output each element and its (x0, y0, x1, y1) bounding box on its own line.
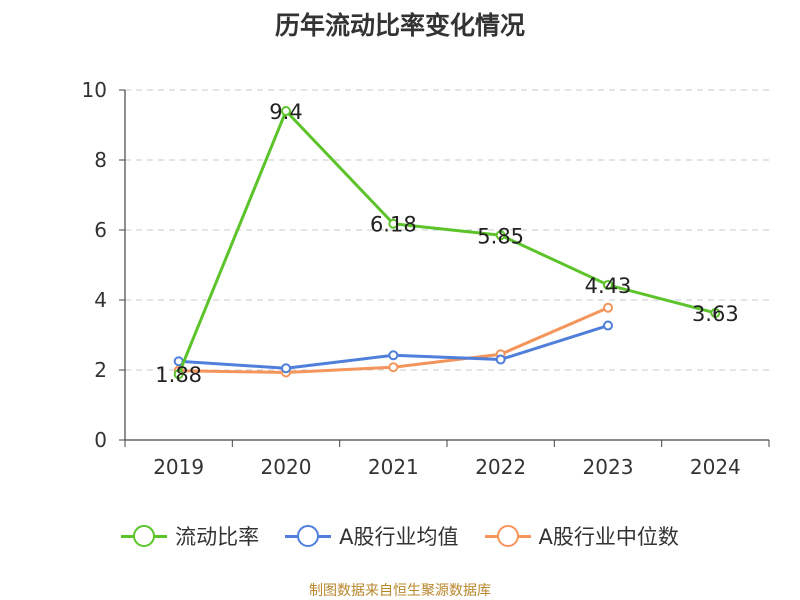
x-tick-label: 2019 (153, 455, 204, 479)
data-point (603, 320, 613, 331)
legend-label: A股行业中位数 (538, 525, 679, 549)
y-tick-label: 6 (94, 218, 107, 242)
data-point (603, 279, 613, 290)
y-tick-label: 10 (82, 78, 107, 102)
data-source-footer: 制图数据来自恒生聚源数据库 (309, 583, 491, 599)
data-label: 3.63 (692, 302, 739, 326)
data-label: 6.18 (370, 213, 417, 237)
data-label: 1.88 (155, 363, 202, 387)
legend-marker (297, 525, 320, 547)
data-label: 5.85 (477, 224, 524, 248)
data-point (281, 363, 291, 374)
y-tick-label: 4 (94, 288, 107, 312)
data-point (710, 307, 721, 318)
legend-line-circle-icon (121, 524, 168, 548)
data-label: 9.4 (269, 100, 302, 124)
legend-item-industry-mean[interactable]: A股行业均值 (285, 521, 459, 551)
data-point (388, 218, 399, 229)
data-label: 4.43 (585, 274, 632, 298)
series-line (177, 109, 716, 375)
data-point (281, 106, 291, 116)
y-tick-label: 2 (94, 358, 107, 382)
legend-line-circle-icon (484, 524, 531, 548)
data-point (603, 302, 613, 313)
legend-item-industry-median[interactable]: A股行业中位数 (484, 521, 679, 551)
legend-marker (133, 525, 156, 547)
legend-line-circle-icon (285, 524, 332, 548)
data-point (495, 354, 506, 365)
y-tick-label: 0 (94, 428, 107, 452)
series-line (178, 324, 609, 370)
legend-label: 流动比率 (175, 525, 260, 549)
legend-label: A股行业均值 (339, 525, 459, 549)
x-tick-label: 2020 (261, 455, 312, 479)
legend-item-current-ratio[interactable]: 流动比率 (121, 521, 259, 551)
y-tick-label: 8 (94, 148, 107, 172)
legend: 流动比率 A股行业均值 A股行业中位数 (0, 518, 800, 554)
x-tick-label: 2022 (475, 455, 526, 479)
chart-title: 历年流动比率变化情况 (274, 11, 525, 40)
data-point (388, 350, 399, 361)
x-tick-label: 2021 (368, 455, 419, 479)
data-point (173, 369, 184, 380)
x-tick-label: 2023 (583, 455, 634, 479)
data-point (388, 362, 399, 373)
data-point (495, 230, 506, 241)
legend-marker (496, 525, 519, 547)
x-tick-label: 2024 (690, 455, 741, 479)
